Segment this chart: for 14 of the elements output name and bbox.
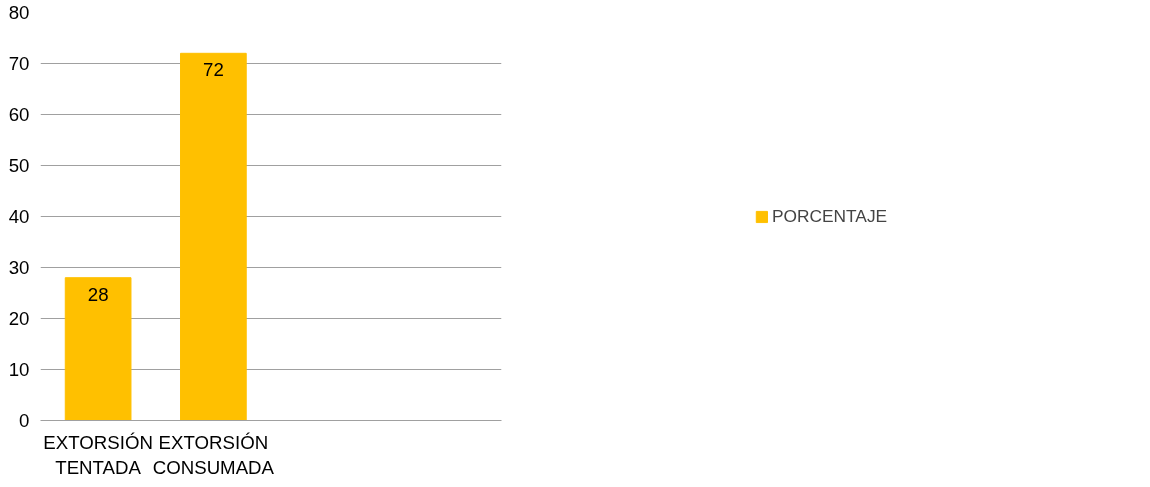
y-tick-label: 80 (8, 2, 30, 23)
y-tick-label: 10 (8, 359, 30, 380)
y-tick-label: 70 (8, 53, 30, 74)
y-tick-label: 0 (19, 410, 30, 431)
y-tick-label: 30 (8, 257, 30, 278)
x-tick-label: EXTORSIÓN CONSUMADA (152, 431, 275, 478)
y-tick-label: 20 (8, 308, 30, 329)
x-tick-label: EXTORSIÓN TENTADA (43, 431, 153, 478)
data-label: 28 (87, 283, 109, 305)
data-label: 72 (203, 59, 224, 81)
y-tick-label: 40 (8, 206, 30, 227)
y-tick-label: 60 (8, 104, 30, 125)
y-tick-label: 50 (8, 155, 30, 176)
legend-label: PORCENTAJE (771, 205, 888, 227)
